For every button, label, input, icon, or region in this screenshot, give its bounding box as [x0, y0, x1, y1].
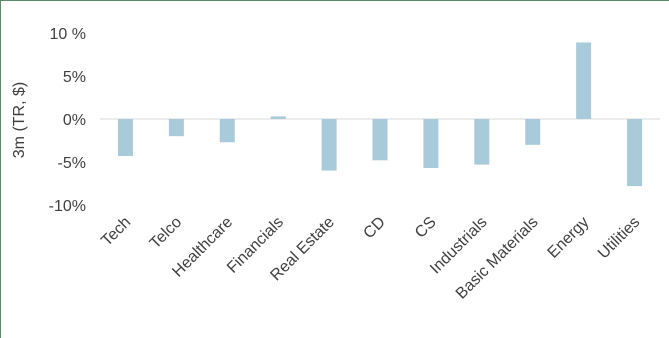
bar-real-estate [321, 119, 337, 171]
y-axis-label: 3m (TR, $) [11, 82, 28, 158]
y-tick-label: -5% [58, 155, 86, 172]
y-tick-label: 5% [63, 69, 86, 86]
bar-industrials [474, 119, 490, 165]
y-tick-label: 0% [63, 112, 86, 129]
y-tick-label: 10 % [50, 26, 86, 43]
bar-utilities [627, 119, 643, 187]
category-label: Tech [98, 214, 134, 250]
category-label: Telco [147, 214, 186, 253]
bar-tech [117, 119, 133, 156]
bar-cs [423, 119, 439, 169]
category-label: CD [360, 214, 388, 242]
category-label: CS [412, 214, 440, 242]
bar-financials [270, 116, 286, 119]
bar-telco [168, 119, 184, 137]
bar-energy [576, 42, 592, 119]
bar-basic-materials [525, 119, 541, 145]
y-tick-label: -10% [49, 198, 86, 215]
category-label: Energy [545, 214, 593, 262]
category-label: Utilities [595, 214, 643, 262]
bar-healthcare [219, 119, 235, 143]
bar-cd [372, 119, 388, 161]
